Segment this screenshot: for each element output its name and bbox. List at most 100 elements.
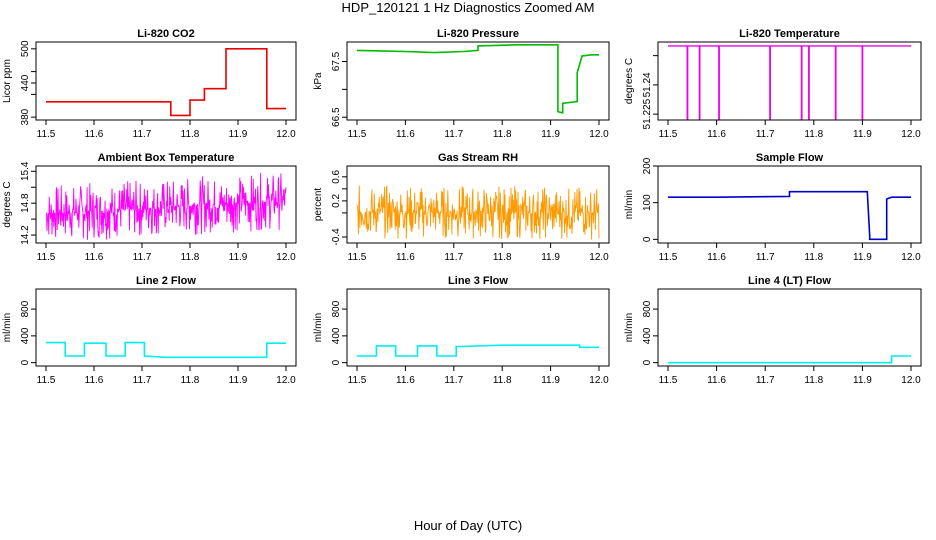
- plot-frame: [346, 41, 610, 121]
- x-tick-label: 11.5: [659, 129, 678, 140]
- x-tick-label: 12.0: [589, 375, 609, 386]
- chart-title: Li-820 Temperature: [739, 28, 840, 40]
- plot-frame: [657, 165, 922, 244]
- y-tick-label: 0.2: [331, 194, 342, 208]
- chart-title: Gas Stream RH: [438, 152, 518, 164]
- x-tick-label: 11.8: [493, 375, 512, 386]
- y-tick-label: 66.5: [331, 107, 342, 127]
- chart-line3: Line 3 Flow ml/min 11.5 11.6 11.7 11.8 11.9 12.…: [313, 275, 610, 386]
- x-tick-label: 12.0: [901, 375, 921, 386]
- y-tick-label: 15.4: [20, 161, 31, 181]
- x-tick-label: 12.0: [901, 252, 921, 263]
- x-tick-label: 11.7: [133, 129, 152, 140]
- x-tick-label: 11.6: [396, 129, 415, 140]
- x-tick-label: 11.8: [804, 129, 823, 140]
- y-axis-label: ml/min: [313, 313, 324, 342]
- x-tick-label: 11.7: [444, 129, 463, 140]
- x-tick-label: 11.6: [707, 375, 726, 386]
- x-tick-label: 11.5: [348, 129, 367, 140]
- chart-rh: Gas Stream RH percent 11.5 11.6 11.7 11.8 11.9…: [313, 152, 610, 263]
- page-title: HDP_120121 1 Hz Diagnostics Zoomed AM: [341, 0, 595, 15]
- plot-area: [668, 355, 911, 364]
- plot-frame: [657, 288, 922, 367]
- y-axis-label: ml/min: [624, 313, 635, 342]
- plot-area: [357, 344, 599, 357]
- x-tick-label: 11.6: [707, 252, 726, 263]
- plot-area: [45, 172, 287, 240]
- y-axis-label: Licor ppm: [2, 59, 13, 103]
- x-tick-label: 12.0: [276, 375, 296, 386]
- chart-line2: Line 2 Flow ml/min 11.5 11.6 11.7 11.8 11.9 12.…: [2, 275, 297, 386]
- y-tick-label: 14.8: [20, 193, 31, 213]
- x-tick-label: 11.5: [348, 252, 367, 263]
- x-tick-label: 11.6: [396, 375, 415, 386]
- y-tick-label: 0: [642, 359, 653, 365]
- x-tick-label: 11.6: [85, 252, 104, 263]
- y-axis-label: percent: [313, 188, 324, 222]
- x-tick-label: 11.8: [493, 252, 512, 263]
- y-tick-label: -0.4: [331, 228, 342, 246]
- chart-title: Line 2 Flow: [136, 275, 196, 287]
- x-tick-label: 11.8: [804, 252, 823, 263]
- chart-title: Ambient Box Temperature: [98, 152, 235, 164]
- chart-pressure: Li-820 Pressure kPa 11.5 11.6 11.7 11.8 11.9 12…: [313, 28, 610, 140]
- plot-area: [46, 47, 286, 117]
- x-tick-label: 11.6: [396, 252, 415, 263]
- x-tick-label: 11.5: [37, 375, 56, 386]
- x-tick-label: 11.5: [348, 375, 367, 386]
- x-tick-label: 11.8: [181, 375, 200, 386]
- x-tick-label: 12.0: [901, 129, 921, 140]
- x-tick-label: 11.8: [493, 129, 512, 140]
- x-tick-label: 11.8: [804, 375, 823, 386]
- chart-ambient-temp: Ambient Box Temperature degrees C 11.5 11.6…: [2, 152, 297, 263]
- x-tick-label: 12.0: [589, 129, 609, 140]
- series-line: [356, 43, 599, 114]
- x-tick-label: 11.7: [756, 252, 775, 263]
- plot-frame: [35, 288, 297, 367]
- x-tick-label: 11.9: [229, 375, 248, 386]
- y-tick-label: 0: [20, 359, 31, 365]
- x-tick-label: 12.0: [276, 129, 296, 140]
- x-tick-label: 11.9: [541, 129, 560, 140]
- y-tick-label: 67.5: [331, 51, 342, 71]
- x-tick-label: 11.6: [85, 375, 104, 386]
- plot-area: [356, 43, 599, 114]
- plot-frame: [346, 165, 610, 244]
- x-tick-label: 11.9: [853, 129, 872, 140]
- x-tick-label: 11.7: [444, 375, 463, 386]
- x-tick-label: 11.9: [853, 252, 872, 263]
- chart-title: Li-820 Pressure: [437, 28, 519, 40]
- x-tick-label: 11.8: [181, 129, 200, 140]
- y-axis-label: degrees C: [2, 181, 13, 227]
- plot-area: [46, 341, 286, 359]
- x-tick-label: 11.9: [229, 129, 248, 140]
- y-tick-label: 440: [20, 74, 31, 91]
- y-tick-label: 800: [20, 300, 31, 317]
- x-tick-label: 12.0: [589, 252, 609, 263]
- chart-title: Li-820 CO2: [137, 28, 194, 40]
- y-tick-label: 0: [331, 359, 342, 365]
- y-tick-label: 51.24: [642, 72, 653, 97]
- x-tick-label: 11.7: [133, 375, 152, 386]
- series-line: [668, 355, 911, 364]
- y-tick-label: 0: [642, 236, 653, 242]
- chart-sample-flow: Sample Flow ml/min 11.5 11.6 11.7 11.8 11.9 12.…: [624, 152, 922, 263]
- y-tick-label: 800: [642, 300, 653, 317]
- x-tick-label: 11.7: [444, 252, 463, 263]
- series-line: [46, 47, 286, 117]
- chart-title: Line 3 Flow: [448, 275, 508, 287]
- x-tick-label: 11.6: [707, 129, 726, 140]
- y-axis-label: ml/min: [2, 313, 13, 342]
- y-axis-label: degrees C: [624, 58, 635, 104]
- plot-frame: [346, 288, 610, 367]
- y-tick-label: 51.225: [642, 98, 653, 129]
- plot-frame: [35, 41, 297, 121]
- y-tick-label: 100: [642, 194, 653, 211]
- x-tick-label: 12.0: [276, 252, 296, 263]
- x-tick-label: 11.9: [229, 252, 248, 263]
- y-tick-label: 200: [642, 157, 653, 174]
- chart-co2: Li-820 CO2 Licor ppm 11.5 11.6 11.7 11.8 11.9 1…: [2, 28, 297, 140]
- plot-area: [668, 190, 911, 241]
- x-tick-label: 11.7: [756, 129, 775, 140]
- y-tick-label: 400: [331, 327, 342, 344]
